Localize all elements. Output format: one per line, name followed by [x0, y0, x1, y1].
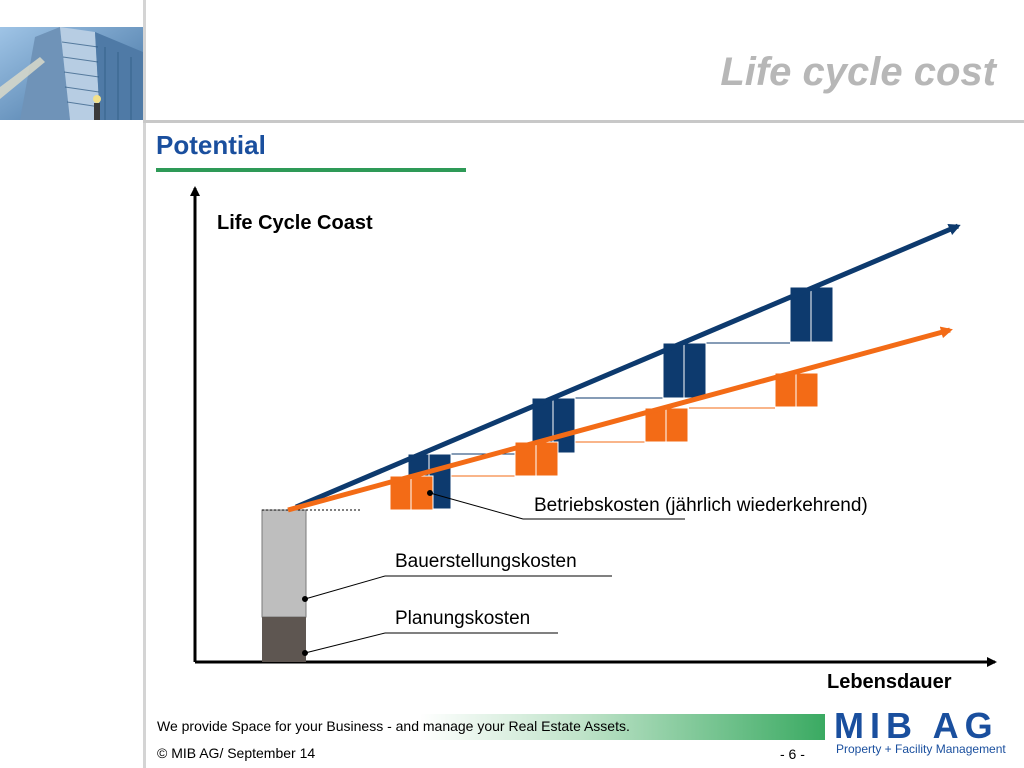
- header-divider: [143, 120, 1024, 123]
- section-title-underline: [156, 168, 466, 172]
- operating-costs-term: Betriebskosten: [534, 495, 660, 516]
- company-logo: MIB AG: [834, 705, 999, 746]
- construction-costs-label: Bauerstellungskosten: [395, 551, 577, 572]
- slide-title: Life cycle cost: [720, 50, 996, 94]
- operating-cost-trend-high: [295, 223, 961, 510]
- footer-gradient-bar: [420, 714, 825, 740]
- section-title: Potential: [156, 130, 266, 160]
- footer-copyright: © MIB AG/ September 14: [157, 745, 316, 761]
- header-building-photo: [0, 27, 143, 120]
- label-leaders: [302, 490, 685, 656]
- operating-cost-trend-low: [287, 326, 953, 513]
- x-axis-label: Lebensdauer: [827, 671, 952, 693]
- vertical-divider: [143, 0, 146, 768]
- operating-costs-note: (jährlich wiederkehrend): [659, 495, 868, 516]
- operating-costs-label: Betriebskosten (jährlich wiederkehrend): [534, 495, 868, 517]
- planning-costs-label: Planungskosten: [395, 608, 531, 629]
- page-number: - 6 -: [780, 746, 805, 762]
- y-axis-label: Life Cycle Coast: [217, 212, 373, 234]
- footer-tagline: We provide Space for your Business - and…: [157, 718, 630, 734]
- construction-cost-bar: [261, 509, 307, 618]
- company-logo-subtitle: Property + Facility Management: [836, 742, 1006, 756]
- planning-cost-bar: [262, 617, 306, 662]
